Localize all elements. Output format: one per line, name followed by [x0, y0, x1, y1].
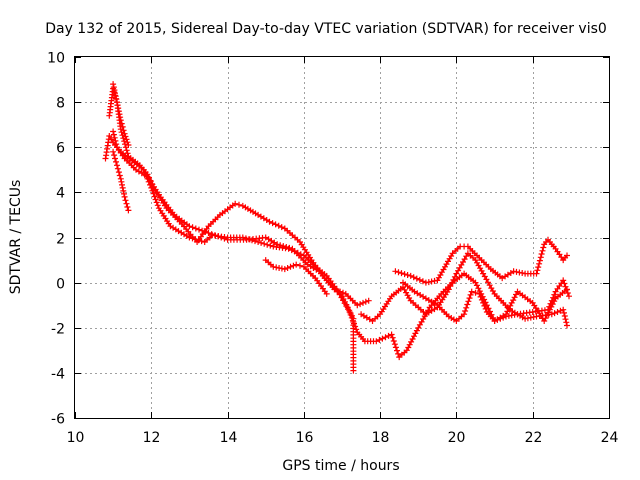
- x-tick-label: 14: [220, 430, 238, 446]
- series-track-5: [110, 81, 132, 148]
- y-tick-label: 0: [56, 277, 65, 293]
- series-track-2: [106, 85, 372, 309]
- y-tick-label: 2: [56, 232, 65, 248]
- data-point-markers: [106, 85, 372, 309]
- y-tick-label: 8: [56, 96, 65, 112]
- x-axis-label: GPS time / hours: [282, 458, 399, 474]
- y-tick-label: -2: [51, 322, 65, 338]
- data-point-markers: [400, 277, 572, 324]
- plot-frame: [74, 56, 610, 419]
- data-point-markers: [392, 236, 570, 286]
- series-line: [108, 88, 369, 306]
- x-tick-label: 20: [448, 430, 466, 446]
- series-track-9: [400, 277, 572, 324]
- series-track-4: [110, 148, 132, 214]
- data-point-markers: [262, 257, 330, 297]
- y-tick-label: -4: [51, 367, 65, 383]
- series-layer: [102, 81, 572, 374]
- series-track-1: [102, 133, 570, 361]
- series-line: [104, 134, 568, 359]
- x-tick-label: 10: [67, 430, 85, 446]
- y-axis-label: SDTVAR / TECUs: [8, 180, 24, 295]
- x-tick-label: 24: [601, 430, 619, 446]
- y-tick-label: 4: [56, 186, 65, 202]
- grid-layer: [75, 57, 609, 418]
- y-tick-label: 6: [56, 141, 65, 157]
- y-tick-label: 10: [47, 51, 65, 67]
- x-tick-label: 12: [143, 430, 161, 446]
- data-point-markers: [110, 81, 132, 148]
- data-point-markers: [110, 128, 357, 374]
- series-track-6: [262, 257, 330, 297]
- series-track-8: [392, 236, 570, 286]
- series-line: [112, 131, 354, 371]
- x-tick-label: 22: [525, 430, 543, 446]
- y-tick-label: -6: [51, 412, 65, 428]
- data-point-markers: [110, 148, 132, 214]
- x-tick-label: 16: [296, 430, 314, 446]
- x-tick-label: 18: [372, 430, 390, 446]
- data-point-markers: [102, 133, 570, 361]
- series-track-3: [110, 128, 357, 374]
- chart-title: Day 132 of 2015, Sidereal Day-to-day VTE…: [45, 21, 607, 37]
